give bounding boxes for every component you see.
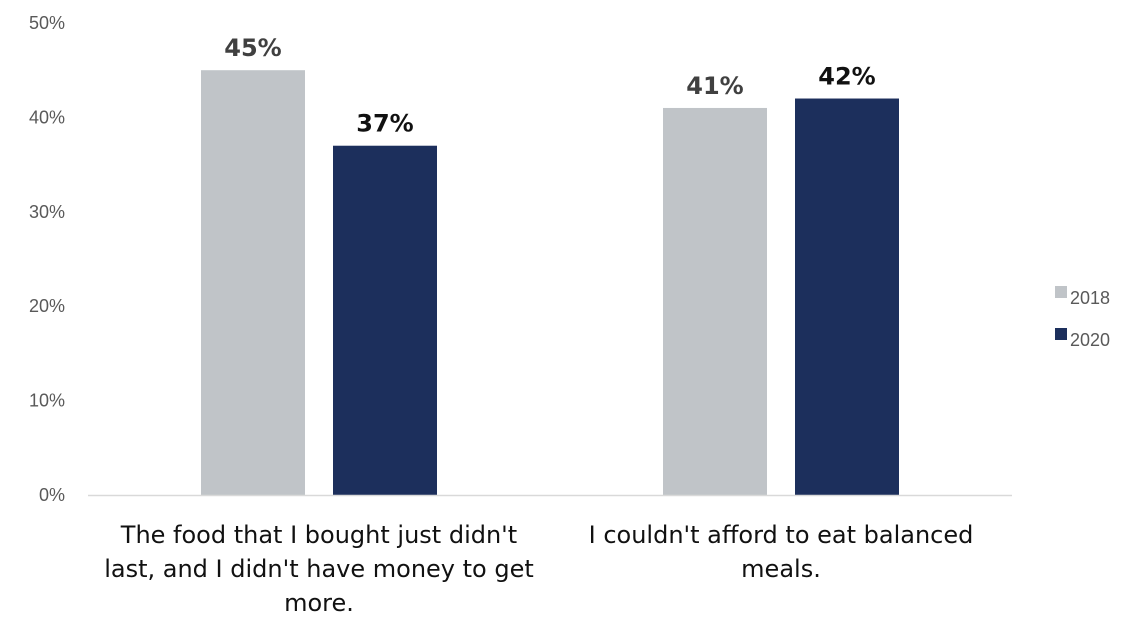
legend-label: 2018 (1070, 288, 1110, 308)
legend-swatch-2018 (1055, 286, 1067, 298)
y-tick-label: 30% (29, 202, 65, 222)
y-tick-label: 50% (29, 13, 65, 33)
data-label: 45% (224, 34, 281, 62)
data-label: 37% (356, 110, 413, 138)
bar-2018-1 (201, 70, 305, 495)
bar-2018-2 (663, 107, 767, 496)
y-tick-label: 40% (29, 107, 65, 127)
category-label: I couldn't afford to eat balanced (589, 521, 974, 549)
bar-2020-2 (795, 98, 899, 496)
category-label: last, and I didn't have money to get (104, 555, 534, 583)
category-label: The food that I bought just didn't (120, 521, 517, 549)
data-label: 42% (818, 63, 875, 91)
legend-swatch-2020 (1055, 328, 1067, 340)
data-label: 41% (686, 72, 743, 100)
category-label: meals. (741, 555, 821, 583)
bar-2020-1 (333, 145, 437, 495)
y-tick-label: 0% (39, 485, 65, 505)
y-tick-label: 20% (29, 296, 65, 316)
y-tick-label: 10% (29, 391, 65, 411)
legend-label: 2020 (1070, 330, 1110, 350)
category-label: more. (284, 589, 354, 617)
